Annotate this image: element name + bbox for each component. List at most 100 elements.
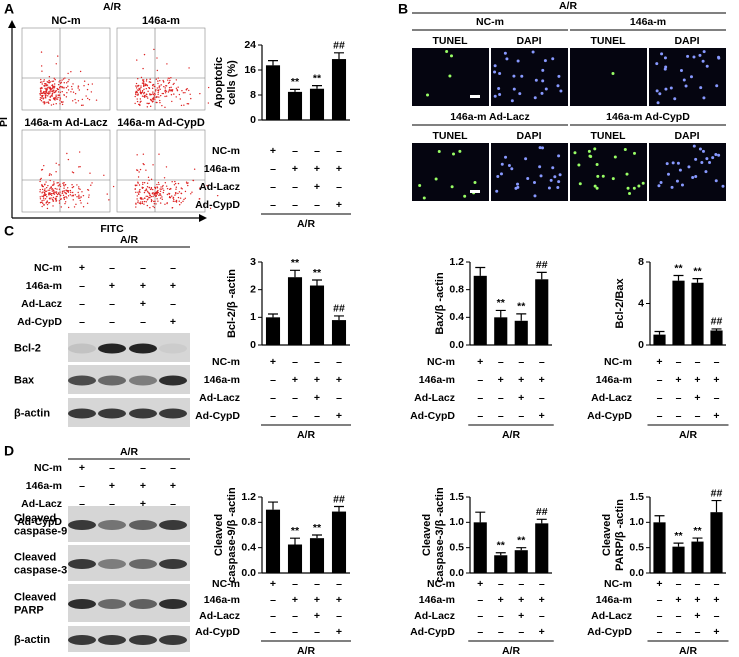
treatment-sign: – <box>170 298 176 310</box>
event-dot <box>152 93 155 96</box>
blot-band <box>68 408 96 419</box>
nucleus <box>702 96 706 100</box>
event-dot <box>162 92 165 95</box>
y-tick-label: 0.5 <box>449 541 464 553</box>
event-dot <box>169 195 171 198</box>
event-dot <box>50 174 53 176</box>
event-dot <box>167 77 169 79</box>
event-dot <box>59 96 61 99</box>
event-dot <box>160 84 162 86</box>
event-dot <box>47 81 49 84</box>
event-dot <box>51 184 54 186</box>
event-dot <box>59 183 61 185</box>
nucleus <box>676 161 680 165</box>
nucleus <box>682 78 686 82</box>
blot-band <box>159 635 187 645</box>
error-bar <box>268 60 278 66</box>
event-dot <box>139 90 142 92</box>
nucleus <box>596 174 600 178</box>
event-dot <box>170 187 172 190</box>
event-dot <box>189 93 191 96</box>
error-bar <box>711 499 722 513</box>
treatment-sign: + <box>539 410 545 422</box>
event-dot <box>46 196 48 198</box>
event-dot <box>41 199 43 202</box>
bar <box>514 550 528 573</box>
event-dot <box>49 179 51 182</box>
treatment-sign: + <box>109 280 115 292</box>
event-dot <box>70 71 72 73</box>
event-dot <box>139 88 141 90</box>
event-dot <box>168 86 171 89</box>
event-dot <box>177 196 180 199</box>
treatment-sign: + <box>140 498 146 510</box>
event-dot <box>136 100 139 103</box>
event-dot <box>162 79 164 82</box>
event-dot <box>75 203 77 206</box>
blot-band <box>129 375 157 386</box>
event-dot <box>147 90 149 93</box>
event-dot <box>70 91 72 93</box>
event-dot <box>44 85 46 87</box>
event-dot <box>65 86 68 89</box>
event-dot <box>146 102 148 105</box>
event-dot <box>177 182 180 185</box>
nucleus <box>595 163 599 167</box>
event-dot <box>159 202 162 204</box>
error-bar <box>495 552 506 556</box>
event-dot <box>158 96 160 98</box>
nucleus <box>689 75 693 79</box>
error-bar <box>673 274 684 281</box>
nucleus <box>593 184 597 188</box>
event-dot <box>43 79 45 81</box>
treatment-sign: + <box>292 374 298 386</box>
event-dot <box>207 86 210 89</box>
y-tick-label: 24 <box>244 39 256 51</box>
event-dot <box>154 200 156 202</box>
nucleus <box>532 181 536 185</box>
event-dot <box>182 200 184 203</box>
significance-label: ** <box>291 525 300 537</box>
event-dot <box>48 82 51 84</box>
nucleus <box>543 59 547 63</box>
treatment-sign: – <box>170 462 176 474</box>
nucleus <box>556 185 560 189</box>
event-dot <box>152 188 154 191</box>
event-dot <box>166 63 168 65</box>
event-dot <box>78 195 80 198</box>
event-dot <box>85 95 87 97</box>
treatment-sign: + <box>270 145 276 157</box>
event-dot <box>157 90 160 92</box>
event-dot <box>53 83 56 85</box>
event-dot <box>136 59 138 61</box>
event-dot <box>67 191 70 193</box>
treatment-sign: – <box>109 462 115 474</box>
event-dot <box>170 89 173 92</box>
event-dot <box>43 92 45 95</box>
condition-label: A/R <box>502 645 521 657</box>
event-dot <box>47 202 50 204</box>
event-dot <box>42 91 45 93</box>
y-tick-label: 0.5 <box>629 541 644 553</box>
event-dot <box>74 98 76 101</box>
nucleus <box>671 161 675 165</box>
event-dot <box>63 182 65 184</box>
event-dot <box>39 178 42 181</box>
stain-label: DAPI <box>674 35 699 47</box>
bar <box>535 523 549 573</box>
event-dot <box>142 153 145 155</box>
significance-label: ## <box>536 259 548 271</box>
event-dot <box>68 79 70 81</box>
nucleus <box>418 184 422 188</box>
blot-band <box>98 408 126 419</box>
event-dot <box>45 97 47 99</box>
treatment-sign: – <box>676 356 682 368</box>
event-dot <box>90 184 92 186</box>
treatment-sign: – <box>657 374 663 386</box>
nucleus <box>637 184 641 188</box>
nucleus <box>714 179 718 183</box>
nucleus <box>613 155 617 159</box>
nucleus <box>516 182 520 186</box>
event-dot <box>53 89 55 91</box>
treatment-sign: + <box>314 610 320 622</box>
